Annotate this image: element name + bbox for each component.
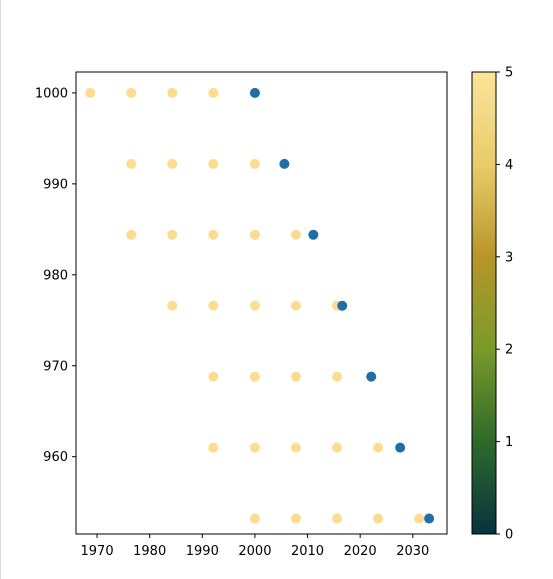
page-edge-line [0,0,1,579]
colorbar-tick-label-4: 4 [505,158,513,173]
y-tick-label-990: 990 [43,177,68,192]
y-tick-label-960: 960 [43,450,68,465]
data-point-0-4 [126,158,137,169]
data-point-1-1 [279,158,290,169]
data-point-0-15 [249,300,260,311]
colorbar-tick-label-3: 3 [505,250,513,265]
x-tick-label-2030: 2030 [396,544,429,559]
data-point-0-23 [249,442,260,453]
data-point-0-27 [249,513,260,524]
data-point-0-10 [208,229,219,240]
data-point-1-3 [337,300,348,311]
data-point-1-5 [395,442,406,453]
data-point-0-2 [167,87,178,98]
data-point-0-30 [373,513,384,524]
data-point-0-11 [249,229,260,240]
colorbar-ticks: 0 1 2 3 4 5 [496,66,513,543]
data-point-1-2 [308,229,319,240]
data-point-1-6 [424,513,435,524]
data-point-0-25 [332,442,343,453]
data-point-0-1 [126,87,137,98]
x-axis: 1970 1980 1990 2000 2010 2020 2030 [81,534,429,559]
colorbar-tick-label-1: 1 [505,435,513,450]
data-point-0-12 [290,229,301,240]
colorbar: 0 1 2 3 4 5 [471,66,513,543]
data-point-0-20 [290,371,301,382]
data-point-0-21 [332,371,343,382]
y-tick-label-970: 970 [43,359,68,374]
x-tick-label-2010: 2010 [291,544,324,559]
x-tick-label-2020: 2020 [344,544,377,559]
data-point-0-14 [208,300,219,311]
points-layer [85,87,435,524]
data-point-1-0 [249,87,260,98]
plot-frame [75,71,448,535]
data-point-0-16 [290,300,301,311]
data-point-0-28 [290,513,301,524]
data-point-0-3 [208,87,219,98]
y-axis: 960 970 980 990 1000 [35,86,76,465]
y-tick-label-980: 980 [43,268,68,283]
data-point-0-6 [208,158,219,169]
data-point-0-13 [167,300,178,311]
data-point-0-0 [85,87,96,98]
data-point-0-24 [290,442,301,453]
data-point-0-18 [208,371,219,382]
data-point-0-26 [373,442,384,453]
colorbar-gradient [471,71,497,535]
data-point-0-19 [249,371,260,382]
data-point-0-9 [167,229,178,240]
x-tick-label-1970: 1970 [81,544,114,559]
y-tick-label-1000: 1000 [35,86,68,101]
data-point-0-29 [332,513,343,524]
data-point-1-4 [366,371,377,382]
data-point-0-5 [167,158,178,169]
data-point-0-8 [126,229,137,240]
x-tick-label-1980: 1980 [133,544,166,559]
data-point-0-7 [249,158,260,169]
colorbar-tick-label-2: 2 [505,343,513,358]
data-point-0-31 [414,513,425,524]
colorbar-tick-label-0: 0 [505,528,513,543]
x-tick-label-1990: 1990 [186,544,219,559]
x-tick-label-2000: 2000 [238,544,271,559]
data-point-0-22 [208,442,219,453]
colorbar-tick-label-5: 5 [505,66,513,81]
